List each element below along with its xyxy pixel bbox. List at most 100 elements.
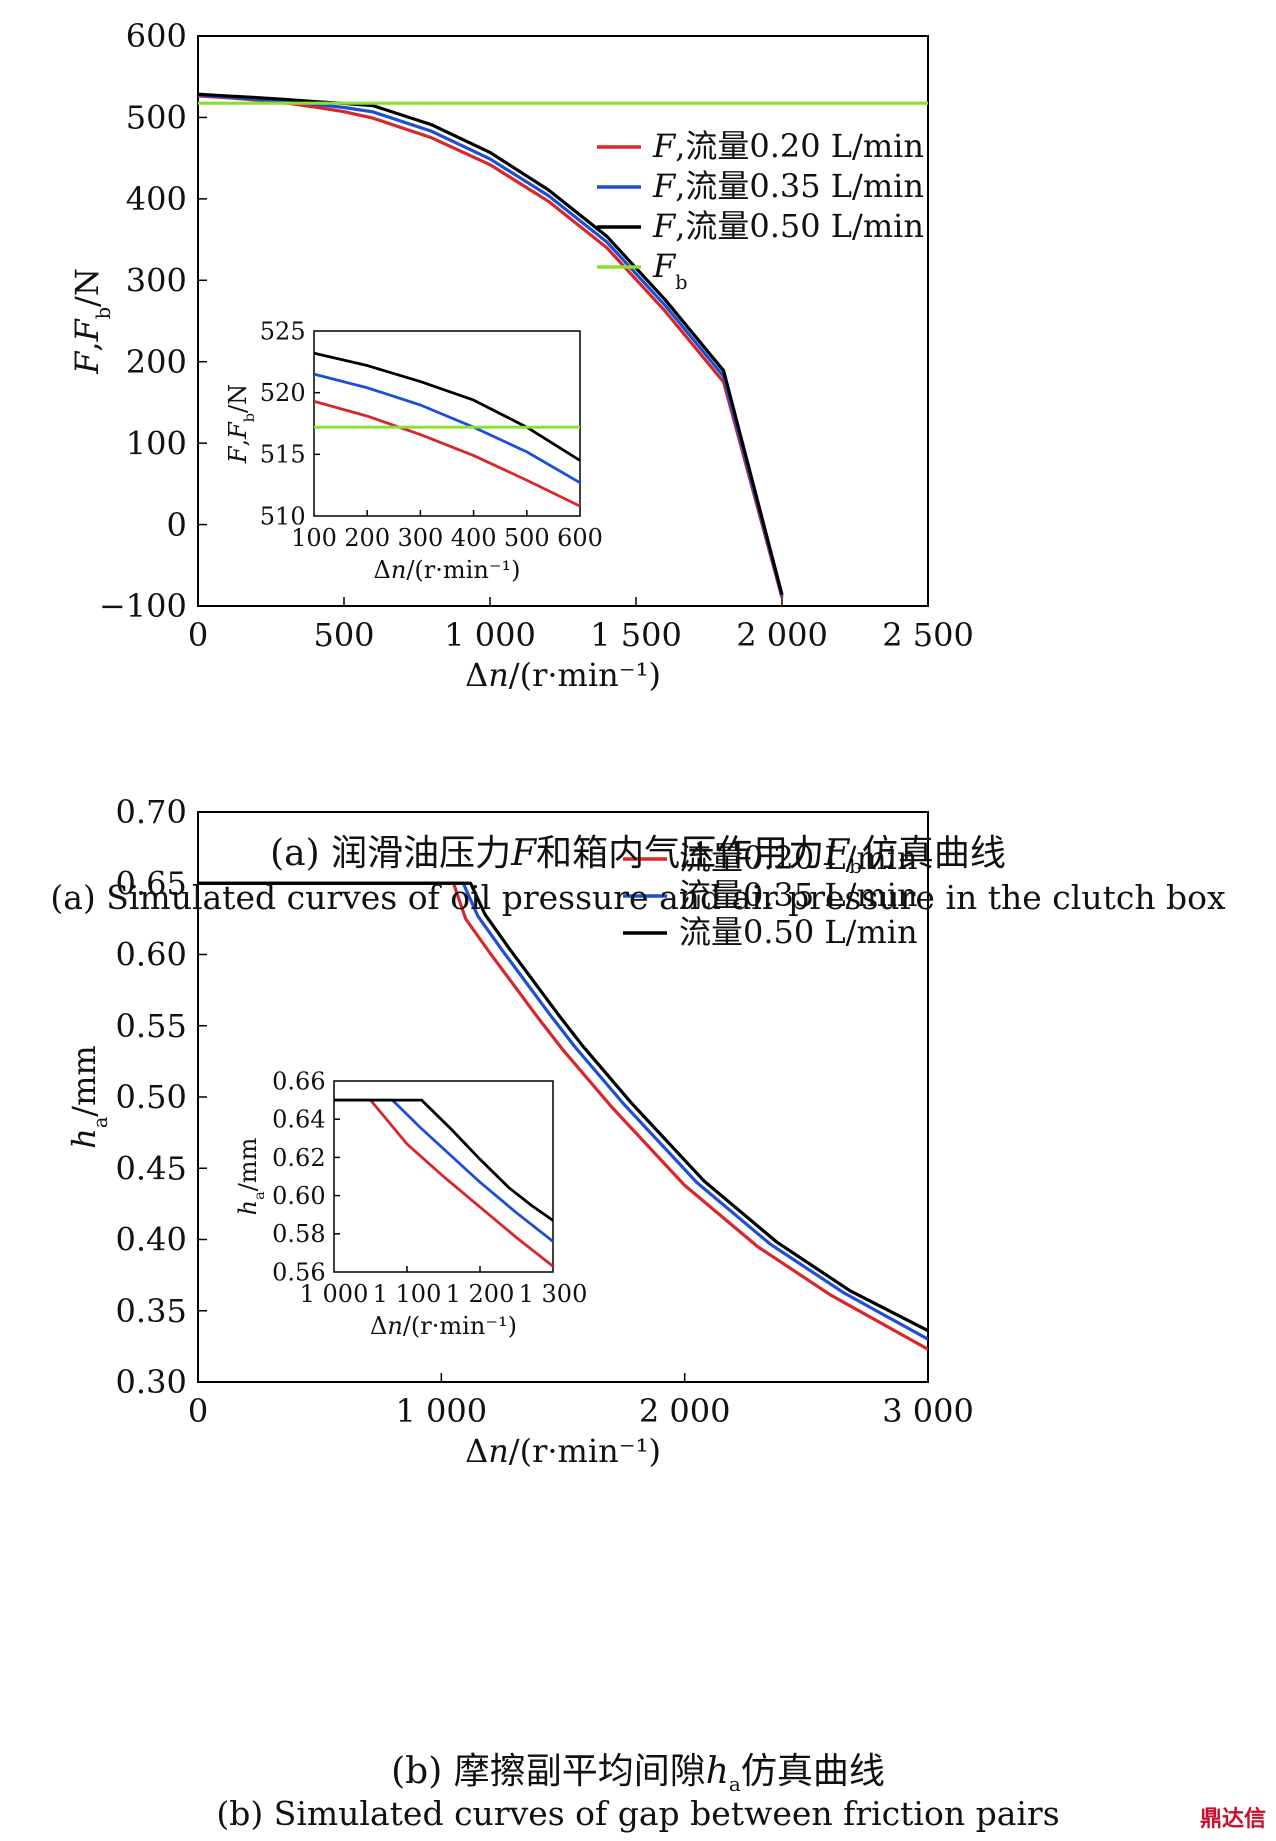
- caption-b-symbol-h: h: [705, 1751, 729, 1792]
- a-main-legend-label-red: F,流量0.20 L/min: [652, 127, 924, 165]
- a-main-x-axis-label: Δn/(r·min⁻¹): [465, 656, 661, 694]
- b-main-ytick-label: 0.45: [116, 1149, 187, 1187]
- b-inset-ytick-label: 0.60: [272, 1182, 325, 1210]
- b-main-y-axis-label-text: ha/mm: [65, 1045, 112, 1149]
- b-inset-chart: 1 000 1 100 1 200 1 300 0.56 0.58 0.60 0.62 0.64…: [234, 1067, 587, 1340]
- a-inset-xtick-label: 200: [344, 524, 390, 552]
- b-main-ytick-label: 0.70: [116, 793, 187, 831]
- b-main-y-axis-label: ha/mm: [65, 1045, 112, 1149]
- caption-a-cn: (a) 润滑油压力F和箱内气压作用力Fb仿真曲线: [0, 824, 1276, 878]
- caption-a-symbol-fb: F: [824, 833, 850, 874]
- b-inset-ytick-label: 0.56: [272, 1258, 325, 1286]
- b-main-series-black-line: [198, 881, 928, 1333]
- b-inset-x-axis-label-text: Δn/(r·min⁻¹): [370, 1312, 517, 1340]
- b-main-xtick-label: 0: [188, 1392, 208, 1430]
- a-main-xtick-label: 1 000: [444, 616, 536, 654]
- b-main-ytick-label: 0.40: [116, 1221, 187, 1259]
- a-main-xtick-label: 500: [313, 616, 374, 654]
- b-inset-y-axis-label: ha/mm: [234, 1137, 268, 1215]
- b-main-ytick-label: 0.60: [116, 936, 187, 974]
- a-main-ytick-label: 400: [126, 180, 187, 218]
- a-inset-ytick-label: 525: [260, 317, 306, 345]
- caption-a-en: (a) Simulated curves of oil pressure and…: [50, 878, 1226, 917]
- b-main-ytick-label: 0.55: [116, 1007, 187, 1045]
- b-inset-xtick-label: 1 200: [446, 1280, 515, 1308]
- b-main-xtick-label: 1 000: [396, 1392, 488, 1430]
- b-main-xtick-label: 3 000: [882, 1392, 974, 1430]
- a-main-xtick-label: 2 500: [882, 616, 974, 654]
- a-main-xtick-label: 1 500: [590, 616, 682, 654]
- a-main-ytick-label: −100: [99, 587, 187, 625]
- a-main-ytick-label: 100: [126, 424, 187, 462]
- a-inset-xtick-label: 600: [557, 524, 603, 552]
- caption-a-cn-middle: 和箱内气压作用力: [536, 833, 825, 874]
- a-main-y-axis-label: F,Fb/N: [68, 268, 115, 375]
- a-inset-series-black-line: [314, 351, 580, 462]
- caption-b-cn-prefix: (b) 摩擦副平均间隙: [391, 1751, 706, 1792]
- a-main-series-blue-line: [198, 93, 784, 597]
- b-inset-y-axis-label-text: ha/mm: [234, 1137, 268, 1215]
- a-inset-xtick-label: 500: [504, 524, 550, 552]
- caption-b-en: (b) Simulated curves of gap between fric…: [216, 1794, 1060, 1833]
- a-main-ytick-label: 600: [126, 17, 187, 55]
- b-inset-ytick-label: 0.62: [272, 1144, 325, 1172]
- a-main-ytick-label: 0: [166, 506, 186, 544]
- b-main-x-axis-label: Δn/(r·min⁻¹): [465, 1432, 661, 1470]
- a-inset-ytick-label: 515: [260, 441, 306, 469]
- b-main-series-red-line: [198, 881, 928, 1351]
- b-inset-ytick-label: 0.58: [272, 1220, 325, 1248]
- b-main-ytick-label: 0.65: [116, 864, 187, 902]
- b-main-legend-label-red: 流量0.20 L/min: [679, 839, 918, 877]
- a-main-legend-label-blue: F,流量0.35 L/min: [652, 167, 924, 205]
- a-inset-y-axis-label-text: F,Fb/N: [224, 384, 258, 464]
- b-inset-ytick-label: 0.64: [272, 1106, 325, 1134]
- a-main-xtick-label: 2 000: [736, 616, 828, 654]
- caption-a-symbol-fb-sub: b: [849, 854, 862, 879]
- a-main-plot-frame: [197, 35, 929, 607]
- b-main-legend-label-blue: 流量0.35 L/min: [679, 876, 918, 914]
- a-main-ytick-label: 300: [126, 261, 187, 299]
- a-inset-ytick-label: 520: [260, 379, 306, 407]
- a-inset-xtick-label: 300: [397, 524, 443, 552]
- a-main-legend-label-green: Fb: [652, 247, 688, 294]
- a-inset-x-axis-label: Δn/(r·min⁻¹): [374, 556, 521, 584]
- b-main-plot-frame: [197, 811, 929, 1383]
- b-inset-ytick-label: 0.66: [272, 1067, 325, 1095]
- b-main-ytick-label: 0.35: [116, 1292, 187, 1330]
- a-inset-y-axis-label: F,Fb/N: [224, 384, 258, 464]
- b-main-xtick-label: 2 000: [639, 1392, 731, 1430]
- b-inset-xtick-label: 1 100: [373, 1280, 442, 1308]
- a-inset-xtick-label: 400: [451, 524, 497, 552]
- a-main-ytick-label: 200: [126, 343, 187, 381]
- a-main-ytick-label: 500: [126, 99, 187, 137]
- b-main-x-axis-label-text: Δn/(r·min⁻¹): [465, 1432, 661, 1470]
- caption-b-symbol-h-sub: a: [728, 1772, 741, 1797]
- a-main-legend-label-black: F,流量0.50 L/min: [652, 207, 924, 245]
- b-main-chart: 0 1 000 2 000 3 000 0.30 0.35 0.40 0.45 0.50 0.55…: [65, 793, 974, 1470]
- a-main-x-axis-label-text: Δn/(r·min⁻¹): [465, 656, 661, 694]
- a-inset-x-axis-label-text: Δn/(r·min⁻¹): [374, 556, 521, 584]
- caption-b-cn: (b) 摩擦副平均间隙ha仿真曲线: [0, 1742, 1276, 1796]
- caption-a-symbol-f: F: [511, 833, 537, 874]
- a-main-series-black-line: [198, 92, 784, 596]
- caption-b-cn-suffix: 仿真曲线: [740, 1751, 885, 1792]
- b-inset-x-axis-label: Δn/(r·min⁻¹): [370, 1312, 517, 1340]
- a-inset-series-blue-line: [314, 372, 580, 484]
- b-main-ytick-label: 0.50: [116, 1078, 187, 1116]
- a-inset-series-red-line: [314, 399, 580, 508]
- b-main-legend-label-black: 流量0.50 L/min: [679, 913, 918, 951]
- b-inset-xtick-label: 1 300: [519, 1280, 588, 1308]
- a-inset-chart: 100 200 300 400 500 600 510 515 520 525 Δn/(r·min⁻…: [224, 317, 603, 584]
- a-main-xtick-label: 0: [188, 616, 208, 654]
- b-main-series-blue-line: [198, 881, 928, 1341]
- b-main-ytick-label: 0.30: [116, 1363, 187, 1401]
- b-inset-series-black-line: [334, 1098, 553, 1222]
- a-main-y-axis-label-text: F,Fb/N: [68, 268, 115, 375]
- caption-a-cn-prefix: (a) 润滑油压力: [270, 833, 512, 874]
- caption-a-cn-suffix: 仿真曲线: [861, 833, 1006, 874]
- a-inset-xtick-label: 100: [291, 524, 337, 552]
- b-inset-xtick-label: 1 000: [300, 1280, 369, 1308]
- watermark-logo: 鼎达信: [1199, 1807, 1266, 1832]
- a-inset-ytick-label: 510: [260, 502, 306, 530]
